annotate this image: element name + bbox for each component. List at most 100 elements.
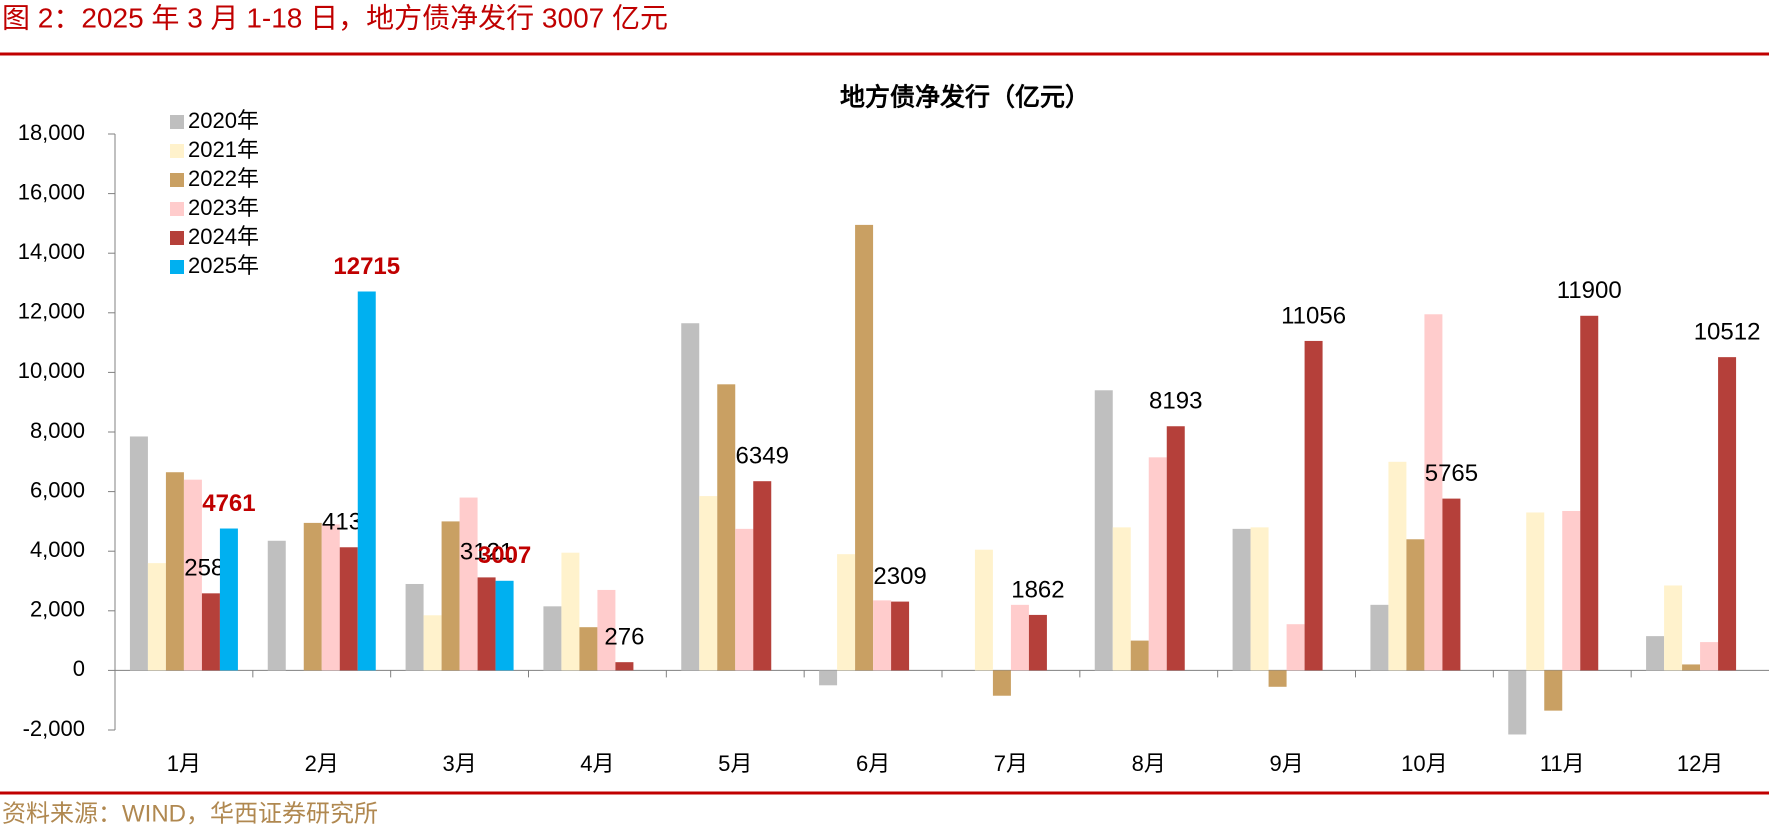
bar	[1664, 585, 1683, 671]
y-tick-label: 18,000	[18, 120, 85, 145]
bar	[1370, 604, 1389, 671]
data-label: 3121	[460, 539, 513, 566]
y-tick-label: -2,000	[23, 716, 85, 741]
bar	[1406, 539, 1425, 671]
data-label: 6349	[736, 443, 789, 470]
y-tick-label: 8,000	[30, 418, 85, 443]
bar	[1580, 315, 1599, 671]
bar	[1508, 670, 1527, 735]
bar	[357, 291, 376, 671]
bar	[1304, 340, 1323, 671]
x-tick-label: 3月	[442, 751, 476, 776]
bar	[579, 627, 598, 671]
bar	[891, 601, 910, 671]
legend-label: 2022年	[188, 166, 259, 191]
bar	[423, 615, 442, 671]
x-tick-label: 11月	[1540, 751, 1585, 776]
bar	[267, 540, 286, 671]
bar	[855, 224, 874, 671]
bar	[495, 580, 514, 671]
bar	[1250, 527, 1269, 671]
bar	[1424, 314, 1443, 671]
y-tick-label: 14,000	[18, 239, 85, 264]
bar	[1562, 510, 1581, 671]
bar	[165, 472, 184, 671]
bar	[543, 606, 562, 671]
source: 资料来源：WIND，华西证券研究所	[2, 800, 378, 827]
bar	[1526, 512, 1545, 671]
data-label: 12715	[333, 253, 400, 280]
bar	[1544, 670, 1563, 711]
bar	[615, 662, 634, 671]
y-tick-label: 16,000	[18, 179, 85, 204]
legend-label: 2021年	[188, 137, 259, 162]
bar	[1166, 426, 1185, 671]
data-label: 2309	[873, 563, 926, 590]
y-tick-label: 12,000	[18, 299, 85, 324]
bar	[1268, 670, 1287, 687]
data-label: 10512	[1694, 318, 1761, 345]
x-tick-label: 10月	[1401, 751, 1447, 776]
x-tick-label: 9月	[1269, 751, 1303, 776]
x-tick-label: 12月	[1677, 751, 1723, 776]
x-tick-label: 4月	[580, 751, 614, 776]
bar	[974, 549, 993, 671]
legend-swatch	[170, 144, 184, 158]
bar	[1010, 604, 1029, 671]
bar	[837, 554, 856, 671]
bar	[561, 552, 580, 671]
bar	[1286, 624, 1305, 671]
bar	[597, 589, 616, 671]
y-tick-label: 6,000	[30, 477, 85, 502]
legend-swatch	[170, 260, 184, 274]
bar	[477, 577, 496, 671]
data-label: 3007	[478, 542, 531, 569]
x-tick-label: 6月	[856, 751, 890, 776]
x-tick-label: 7月	[994, 751, 1028, 776]
legend-label: 2025年	[188, 253, 259, 278]
y-tick-label: 2,000	[30, 597, 85, 622]
bar	[129, 436, 148, 671]
x-tick-label: 5月	[718, 751, 752, 776]
bar	[1442, 498, 1461, 671]
bar	[1646, 636, 1665, 671]
bar	[147, 563, 166, 671]
y-tick-label: 0	[73, 656, 85, 681]
bar	[1682, 664, 1701, 671]
bar	[992, 670, 1011, 696]
bar	[1094, 390, 1113, 671]
bar	[321, 524, 340, 671]
y-tick-label: 10,000	[18, 358, 85, 383]
legend-swatch	[170, 115, 184, 129]
bar	[1388, 461, 1407, 671]
bar	[339, 547, 358, 671]
x-tick-label: 1月	[167, 751, 201, 776]
bar	[405, 583, 424, 671]
legend-label: 2020年	[188, 108, 259, 133]
bar	[219, 528, 238, 671]
bar	[303, 522, 322, 671]
figure-title: 图 2：2025 年 3 月 1-18 日，地方债净发行 3007 亿元	[2, 2, 668, 33]
bar	[819, 670, 838, 686]
data-label: 11056	[1281, 302, 1346, 329]
x-tick-label: 8月	[1132, 751, 1166, 776]
chart-title: 地方债净发行（亿元）	[840, 83, 1090, 112]
bar	[1028, 614, 1047, 671]
bar	[699, 496, 718, 671]
data-label: 8193	[1149, 388, 1202, 415]
legend-label: 2023年	[188, 195, 259, 220]
bar	[459, 497, 478, 671]
data-label: 276	[604, 624, 644, 651]
bar	[1700, 642, 1719, 671]
data-label: 1862	[1011, 576, 1064, 603]
bar	[753, 481, 772, 671]
data-label: 4761	[202, 490, 255, 517]
legend-swatch	[170, 173, 184, 187]
bar	[1112, 527, 1131, 671]
bar	[1718, 357, 1737, 671]
x-tick-label: 2月	[305, 751, 339, 776]
legend-swatch	[170, 231, 184, 245]
bar	[1130, 640, 1149, 671]
bar	[183, 479, 202, 671]
